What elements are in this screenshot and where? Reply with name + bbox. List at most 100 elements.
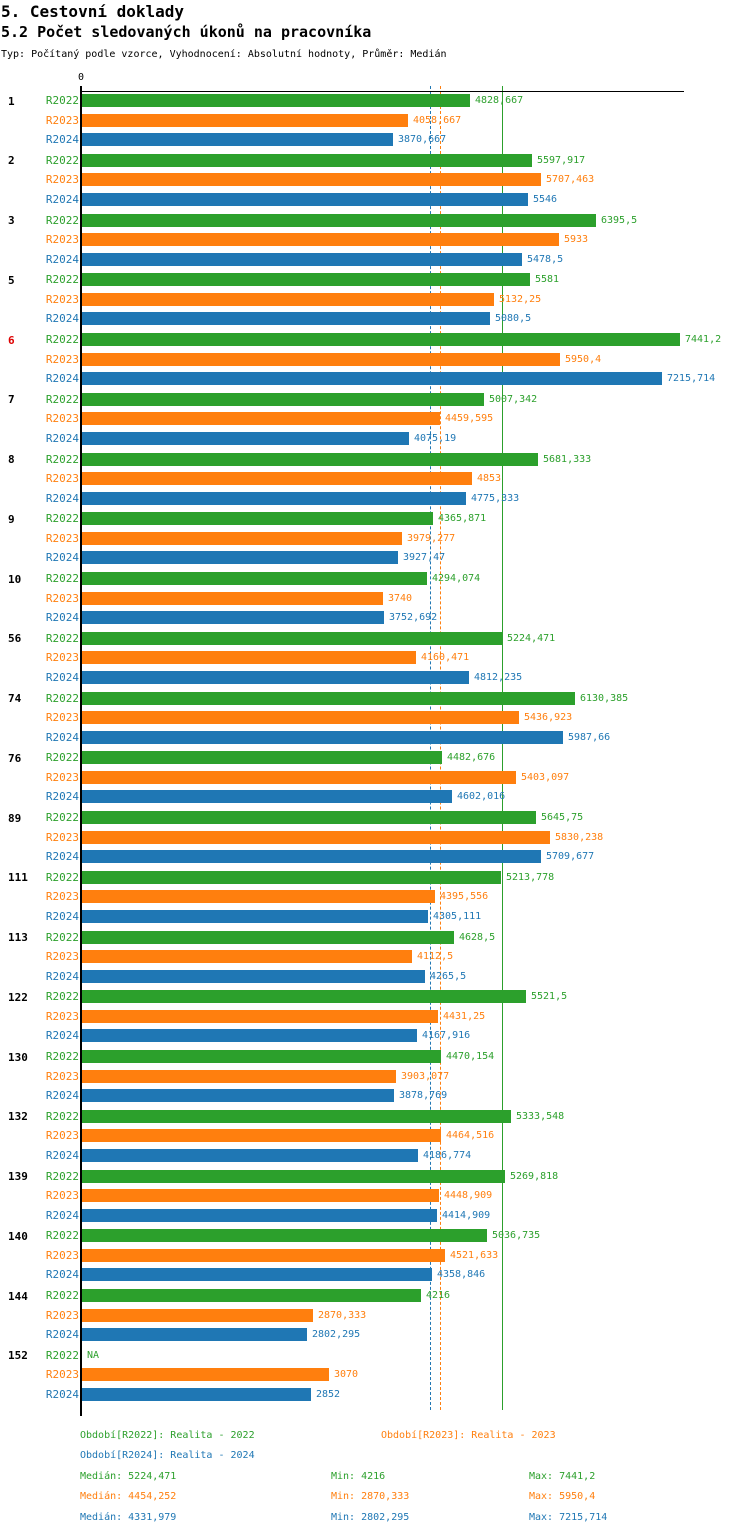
series-tick-label: R2022 <box>45 1229 79 1243</box>
bar-value-label: 5681,333 <box>543 453 592 465</box>
bar <box>82 512 433 526</box>
bar-value-label: 4812,235 <box>474 671 523 683</box>
bar <box>82 452 538 466</box>
series-tick-label: R2024 <box>45 790 79 804</box>
bar-value-label: 5224,471 <box>507 632 556 644</box>
bar <box>82 1029 417 1043</box>
bar-value-label: 4853 <box>477 473 502 485</box>
bar-value-label: 5645,75 <box>541 812 584 824</box>
bar-value-label: 2870,333 <box>318 1309 367 1321</box>
bar <box>82 273 530 287</box>
median-line-r2023 <box>440 86 441 1410</box>
bar-value-label: 4775,333 <box>471 492 520 504</box>
series-tick-label: R2023 <box>45 1069 79 1083</box>
bar-value-label: 5269,818 <box>510 1170 559 1182</box>
stat-max-r2023: Max: 5950,4 <box>529 1491 596 1502</box>
bar-value-label: 5581 <box>535 274 560 286</box>
series-tick-label: R2022 <box>45 1169 79 1183</box>
category-label: 56 <box>8 632 22 646</box>
bar-value-label: 4075,19 <box>414 432 457 444</box>
category-label: 76 <box>8 751 22 765</box>
bar-value-label: 5213,778 <box>506 871 555 883</box>
bar <box>82 1289 421 1303</box>
bar-value-label: 4470,154 <box>446 1051 495 1063</box>
stat-median-r2023: Medián: 4454,252 <box>80 1491 177 1502</box>
bar-value-label: 4464,516 <box>446 1130 495 1142</box>
category-label: 6 <box>8 333 15 347</box>
bar <box>82 173 541 187</box>
bar-value-label: 4265,5 <box>430 970 467 982</box>
category-label: 113 <box>8 931 28 945</box>
series-tick-label: R2022 <box>45 1289 79 1303</box>
series-tick-label: R2024 <box>45 611 79 625</box>
series-tick-label: R2024 <box>45 1208 79 1222</box>
category-label: 10 <box>8 572 22 586</box>
bar-value-label: 3927,47 <box>403 552 446 564</box>
bar-value-label: 4358,846 <box>437 1269 486 1281</box>
bar-value-label: 5933 <box>564 234 589 246</box>
legend-r2024: Období[R2024]: Realita - 2024 <box>80 1450 255 1461</box>
bar-value-label: 7215,714 <box>667 373 716 385</box>
series-tick-label: R2022 <box>45 273 79 287</box>
bar-value-label: 4482,676 <box>447 752 496 764</box>
category-label: 2 <box>8 154 15 168</box>
page-subtitle: 5.2 Počet sledovaných úkonů na pracovník… <box>1 23 372 41</box>
bar <box>82 990 526 1004</box>
series-tick-label: R2024 <box>45 312 79 326</box>
bar <box>82 233 559 247</box>
bar <box>82 372 662 386</box>
bar-value-label: 3878,769 <box>399 1090 448 1102</box>
bar-value-label: 3740 <box>388 592 413 604</box>
category-label: 7 <box>8 393 15 407</box>
bar-value-label: 4167,916 <box>422 1030 471 1042</box>
series-tick-label: R2024 <box>45 491 79 505</box>
bar-value-label: 4521,633 <box>450 1249 499 1261</box>
bar <box>82 252 522 266</box>
na-label: NA <box>87 1349 100 1361</box>
bar-value-label: 4365,871 <box>438 513 487 525</box>
bar-value-label: 5546 <box>533 193 558 205</box>
category-label: 3 <box>8 214 15 228</box>
bar-value-label: 5333,548 <box>516 1110 565 1122</box>
series-tick-label: R2024 <box>45 1328 79 1342</box>
bar-value-label: 3903,077 <box>401 1070 450 1082</box>
bar <box>82 631 502 645</box>
bar <box>82 850 541 864</box>
chart-meta-line: Typ: Počítaný podle vzorce, Vyhodnocení:… <box>1 49 447 60</box>
bar <box>82 591 383 605</box>
series-tick-label: R2024 <box>45 1089 79 1103</box>
bar <box>82 950 412 964</box>
series-tick-label: R2023 <box>45 1009 79 1023</box>
x-axis-line <box>80 91 684 92</box>
bar-value-label: 5036,735 <box>492 1230 541 1242</box>
bar <box>82 1109 511 1123</box>
legend-r2023: Období[R2023]: Realita - 2023 <box>381 1430 556 1441</box>
series-tick-label: R2022 <box>45 94 79 107</box>
category-label: 111 <box>8 871 28 885</box>
bar <box>82 1268 432 1282</box>
y-axis-line <box>80 86 82 1416</box>
bar <box>82 830 550 844</box>
bar <box>82 811 536 825</box>
category-label: 139 <box>8 1170 28 1184</box>
bar-value-label: 4431,25 <box>443 1010 486 1022</box>
bar-value-label: 3979,277 <box>407 532 456 544</box>
bar-value-label: 5707,463 <box>546 174 595 186</box>
bar <box>82 909 428 923</box>
series-tick-label: R2022 <box>45 452 79 466</box>
bar <box>82 1009 438 1023</box>
bar <box>82 770 516 784</box>
series-tick-label: R2023 <box>45 1248 79 1262</box>
series-tick-label: R2022 <box>45 153 79 167</box>
bar <box>82 870 501 884</box>
series-tick-label: R2022 <box>45 1109 79 1123</box>
bar <box>82 1387 311 1401</box>
bar <box>82 133 393 146</box>
bar-value-label: 4305,111 <box>433 910 482 922</box>
legend-r2022: Období[R2022]: Realita - 2022 <box>80 1430 255 1441</box>
series-tick-label: R2022 <box>45 930 79 944</box>
bar <box>82 1050 441 1064</box>
series-tick-label: R2024 <box>45 969 79 983</box>
series-tick-label: R2023 <box>45 711 79 725</box>
